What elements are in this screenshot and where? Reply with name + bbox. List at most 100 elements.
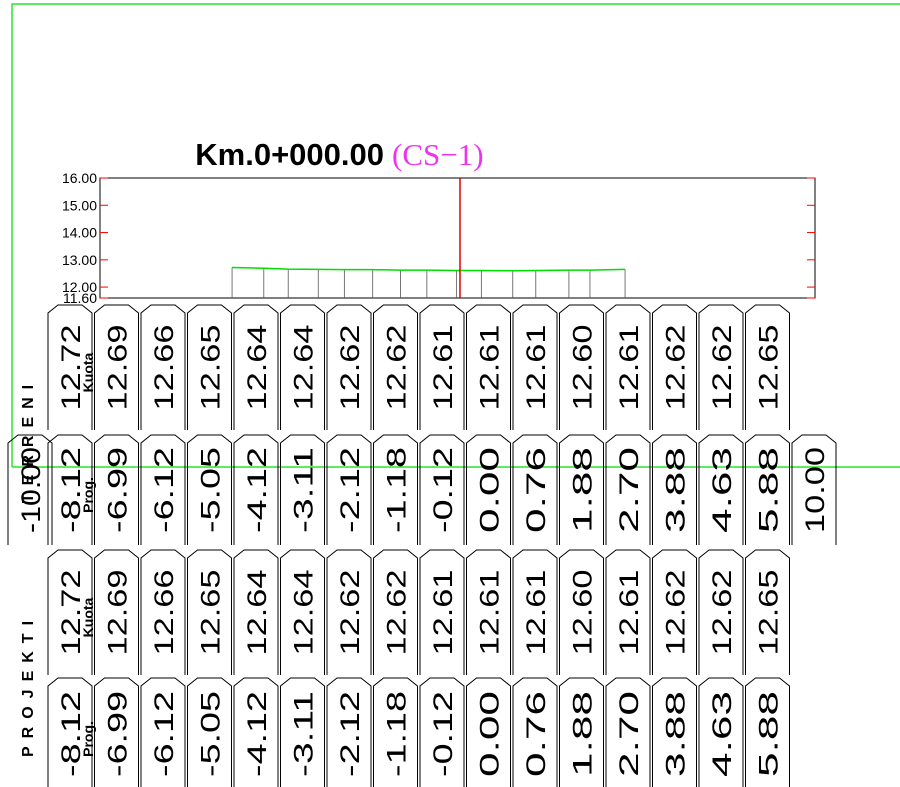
cell-value: 5.88 — [754, 691, 784, 777]
frame — [11, 3, 900, 467]
cell-value: -6.12 — [149, 691, 179, 777]
y-tick-label: 11.60 — [63, 290, 97, 306]
cell-value: 12.69 — [103, 325, 133, 411]
cell-value: 12.62 — [661, 325, 691, 411]
cell — [280, 434, 325, 545]
section-label: TERRENI — [20, 377, 37, 503]
cell — [512, 677, 558, 787]
cell-value: 3.88 — [661, 447, 691, 533]
cell — [745, 304, 790, 430]
cell — [187, 304, 232, 430]
section-label: PROJEKTI — [20, 613, 37, 757]
cell-value: 12.65 — [754, 570, 784, 656]
y-tick-label: 14.00 — [62, 225, 97, 241]
cell-value: -8.12 — [56, 691, 86, 777]
cell-value: 12.61 — [521, 570, 551, 656]
cell-value: 1.88 — [568, 691, 598, 777]
cell-value: 12.62 — [707, 325, 737, 411]
cell-value: -6.99 — [103, 447, 133, 533]
cell-value: -4.12 — [242, 691, 272, 777]
cell — [559, 677, 604, 787]
cell — [605, 304, 651, 430]
cell — [559, 434, 604, 545]
cell — [698, 549, 744, 675]
cell-value: 4.63 — [707, 691, 737, 777]
cell — [698, 677, 744, 787]
cell-value: 3.88 — [661, 691, 691, 777]
cell — [605, 434, 651, 545]
cell — [47, 549, 93, 675]
cell — [512, 434, 558, 545]
cell — [233, 304, 279, 430]
cell-value: 2.70 — [614, 447, 644, 533]
cell — [280, 304, 325, 430]
cell-value: 12.64 — [242, 570, 272, 656]
cell-value: -1.18 — [382, 447, 412, 533]
cell — [47, 434, 93, 545]
cell-value: 12.61 — [521, 325, 551, 411]
cell — [419, 549, 465, 675]
cell — [187, 549, 232, 675]
cell — [605, 677, 651, 787]
cell-value: 12.65 — [196, 325, 226, 411]
cell — [140, 549, 186, 675]
cell-value: 4.63 — [707, 447, 737, 533]
cell — [698, 304, 744, 430]
subtitle: (CS−1) — [392, 137, 484, 172]
cell — [373, 677, 418, 787]
cell — [326, 304, 372, 430]
cell-value: -2.12 — [335, 447, 365, 533]
cell-value: -3.11 — [289, 691, 319, 777]
cell-value: 0.00 — [475, 691, 505, 777]
y-tick-label: 15.00 — [62, 197, 97, 213]
cell — [233, 677, 279, 787]
title: Km.0+000.00 — [195, 137, 384, 172]
cell — [373, 304, 418, 430]
cell — [233, 549, 279, 675]
cell-value: -10.00 — [16, 447, 46, 533]
cell-value: 12.72 — [56, 325, 86, 411]
cell — [140, 304, 186, 430]
cell — [94, 434, 139, 545]
cell — [140, 677, 186, 787]
cell-value: -6.12 — [149, 447, 179, 533]
cell — [233, 434, 279, 545]
cell-value: -0.12 — [428, 691, 458, 777]
cell — [652, 304, 697, 430]
cell — [326, 434, 372, 545]
cell — [280, 549, 325, 675]
cell-value: 12.64 — [289, 325, 319, 411]
cell-value: 0.76 — [521, 691, 551, 777]
cell — [559, 549, 604, 675]
cell-value: 12.62 — [382, 325, 412, 411]
cell-value: 12.64 — [242, 325, 272, 411]
cell — [512, 304, 558, 430]
cell-value: 12.64 — [289, 570, 319, 656]
cell — [466, 677, 511, 787]
cell-value: 12.61 — [475, 570, 505, 656]
cell — [47, 304, 93, 430]
cell — [419, 677, 465, 787]
cell — [419, 304, 465, 430]
cell-value: -4.12 — [242, 447, 272, 533]
cell — [466, 549, 511, 675]
cell — [512, 549, 558, 675]
y-tick-label: 12.00 — [62, 279, 97, 295]
cell-value: 2.70 — [614, 691, 644, 777]
cell-value: 0.00 — [475, 447, 505, 533]
cell-value: 12.60 — [568, 570, 598, 656]
cell-value: 12.66 — [149, 570, 179, 656]
cell — [652, 434, 697, 545]
y-tick-label: 13.00 — [62, 252, 97, 268]
cell-value: 12.62 — [707, 570, 737, 656]
cell-value: -5.05 — [196, 691, 226, 777]
cell — [698, 434, 744, 545]
cell — [466, 304, 511, 430]
ground-line — [232, 266, 626, 272]
cell-value: 12.62 — [335, 570, 365, 656]
cell — [47, 677, 93, 787]
cell — [419, 434, 465, 545]
cell-value: 12.65 — [196, 570, 226, 656]
cell — [94, 677, 139, 787]
